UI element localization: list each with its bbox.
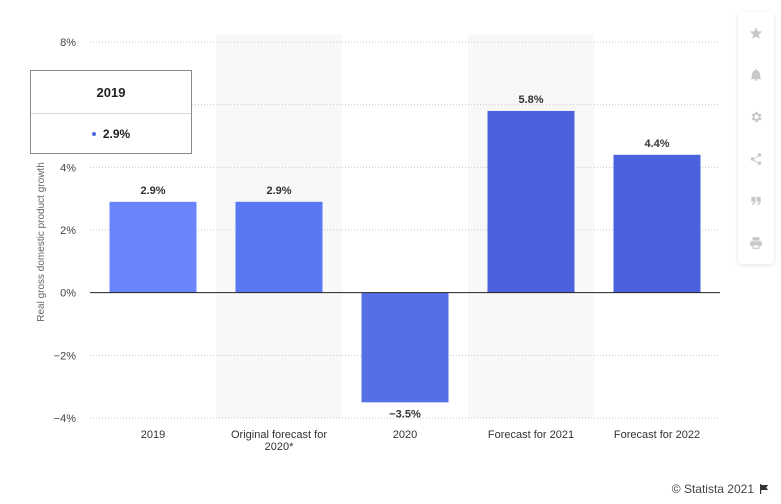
gear-icon [751,111,762,123]
x-tick-label: 2020* [265,441,294,453]
y-tick-label: 8% [60,37,76,49]
chart-tooltip: 2019 2.9% [30,70,192,154]
bar [109,201,197,293]
settings-button[interactable] [738,96,774,138]
bar [361,292,449,403]
bar [487,110,575,293]
tooltip-value: 2.9% [102,127,131,141]
x-tick-label: Forecast for 2021 [488,429,574,441]
print-button[interactable] [738,222,774,264]
print-icon [750,237,762,249]
data-label: 2.9% [266,185,291,197]
notification-button[interactable] [738,54,774,96]
y-tick-label: −2% [54,350,77,362]
data-label: 5.8% [518,94,543,106]
y-axis-label: Real gross domestic product growth [36,162,47,322]
y-tick-label: 0% [60,288,76,300]
cite-button[interactable] [738,180,774,222]
tooltip-row: 2.9% [31,114,191,154]
x-tick-label: 2019 [141,429,165,441]
y-tick-label: 2% [60,225,76,237]
x-tick-label: Original forecast for [231,429,327,441]
share-button[interactable] [738,138,774,180]
series-dot [91,132,96,136]
sidebar-toolbar [738,12,774,264]
favorite-button[interactable] [738,12,774,54]
quote-icon [751,196,761,206]
x-tick-label: 2020 [393,429,417,441]
y-tick-label: 4% [60,162,76,174]
footer-credit: © Statista 2021 [672,482,769,496]
data-label: −3.5% [389,408,421,420]
data-label: 2.9% [140,185,165,197]
x-tick-label: Forecast for 2022 [614,429,700,441]
bar [613,154,701,293]
data-label: 4.4% [644,138,669,150]
bar [235,201,323,293]
bell-icon [750,68,762,81]
flag-icon[interactable] [759,484,769,494]
y-tick-label: −4% [54,413,77,425]
share-icon [750,153,762,165]
tooltip-title: 2019 [31,71,191,114]
statista-credit: © Statista 2021 [671,482,754,496]
star-icon [749,27,763,39]
